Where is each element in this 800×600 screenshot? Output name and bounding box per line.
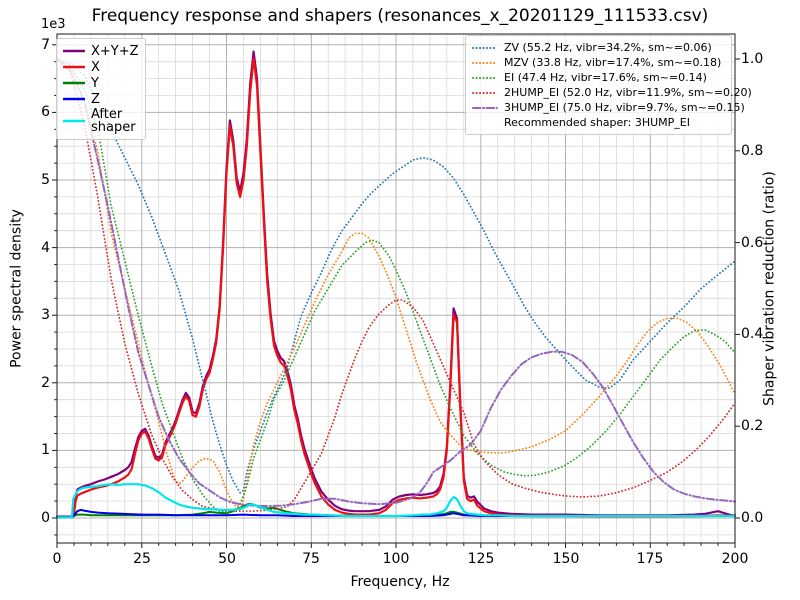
series-After-shaper <box>55 483 737 519</box>
tick-label: 7 <box>41 37 50 53</box>
tick-label: 175 <box>636 551 664 567</box>
tick-label: 0.4 <box>741 326 764 342</box>
series-Z <box>56 508 736 519</box>
legend-sample-line <box>472 61 498 64</box>
chart-title: Frequency response and shapers (resonanc… <box>91 6 709 26</box>
legend-label: MZV (33.8 Hz, vibr=17.4%, sm~=0.18) <box>504 56 722 69</box>
legend-sample-line <box>472 46 498 49</box>
tick-label: 1 <box>41 442 50 458</box>
series-3HUMP_EI <box>56 58 736 508</box>
tick-label: 50 <box>218 551 236 567</box>
tick-label: 2 <box>41 375 50 391</box>
tick-label: 125 <box>467 551 495 567</box>
tick-label: 4 <box>41 240 50 256</box>
legend-label: 3HUMP_EI (75.0 Hz, vibr=9.7%, sm~=0.15) <box>504 101 745 114</box>
legend-label: Y <box>91 75 99 91</box>
x-axis-label: Frequency, Hz <box>350 574 450 590</box>
recommended-shaper-text: Recommended shaper: 3HUMP_EI <box>504 116 690 129</box>
legend-sample-line <box>472 76 498 79</box>
tick-label: 3 <box>41 307 50 323</box>
legend-psd: X+Y+Z X Y Z After shaper <box>56 38 146 140</box>
legend-sample-line <box>63 97 85 101</box>
legend-entry: 3HUMP_EI (75.0 Hz, vibr=9.7%, sm~=0.15) <box>472 100 745 115</box>
tick-label: 0.8 <box>741 143 764 159</box>
legend-entry: Y <box>63 75 139 91</box>
legend-sample-line <box>63 49 85 53</box>
legend-label: ZV (55.2 Hz, vibr=34.2%, sm~=0.06) <box>504 41 712 54</box>
y-left-axis-label: Power spectral density <box>8 209 25 368</box>
tick-label: 5 <box>41 172 50 188</box>
legend-entry: 2HUMP_EI (52.0 Hz, vibr=11.9%, sm~=0.20) <box>472 85 752 100</box>
y-axis-offset-label: 1e3 <box>41 17 66 32</box>
legend-entry: ZV (55.2 Hz, vibr=34.2%, sm~=0.06) <box>472 40 725 55</box>
legend-label: After shaper <box>91 107 136 135</box>
legend-sample-line <box>63 119 85 123</box>
legend-sample-line <box>63 65 85 69</box>
tick-label: 75 <box>302 551 320 567</box>
series-X <box>55 57 737 519</box>
legend-shapers: ZV (55.2 Hz, vibr=34.2%, sm~=0.06) MZV (3… <box>465 35 752 135</box>
tick-label: 25 <box>133 551 151 567</box>
legend-entry: X+Y+Z <box>63 43 139 59</box>
legend-sample-line <box>472 91 498 94</box>
legend-label: 2HUMP_EI (52.0 Hz, vibr=11.9%, sm~=0.20) <box>504 86 752 99</box>
legend-label: EI (47.4 Hz, vibr=17.6%, sm~=0.14) <box>504 71 707 84</box>
axis-tick-marks <box>52 44 740 548</box>
legend-label: Z <box>91 91 100 107</box>
legend-entry: MZV (33.8 Hz, vibr=17.4%, sm~=0.18) <box>472 55 725 70</box>
legend-entry: X <box>63 59 139 75</box>
tick-label: 1.0 <box>741 51 764 67</box>
legend-sample-line <box>472 106 498 109</box>
legend-label: X+Y+Z <box>91 43 139 59</box>
data-series-curves <box>55 50 737 519</box>
tick-label: 0 <box>52 551 62 567</box>
legend-sample-line <box>63 81 85 85</box>
series-2HUMP_EI <box>56 58 736 512</box>
series-ZV <box>56 58 736 494</box>
tick-label: 0.0 <box>741 510 764 526</box>
tick-label: 0.2 <box>741 418 764 434</box>
tick-label: 0.6 <box>741 235 764 251</box>
legend-recommended-note: Recommended shaper: 3HUMP_EI <box>472 115 725 130</box>
tick-label: 200 <box>721 551 749 567</box>
series-EI <box>56 58 736 514</box>
y-right-axis-label: Shaper vibration reduction (ratio) <box>761 171 778 406</box>
tick-label: 100 <box>382 551 410 567</box>
legend-entry: After shaper <box>63 107 139 135</box>
legend-label: X <box>91 59 100 75</box>
series-MZV <box>56 58 736 510</box>
tick-label: 150 <box>552 551 580 567</box>
tick-label: 6 <box>41 104 50 120</box>
legend-entry: Z <box>63 91 139 107</box>
legend-entry: EI (47.4 Hz, vibr=17.6%, sm~=0.14) <box>472 70 725 85</box>
tick-label: 0 <box>41 510 50 526</box>
